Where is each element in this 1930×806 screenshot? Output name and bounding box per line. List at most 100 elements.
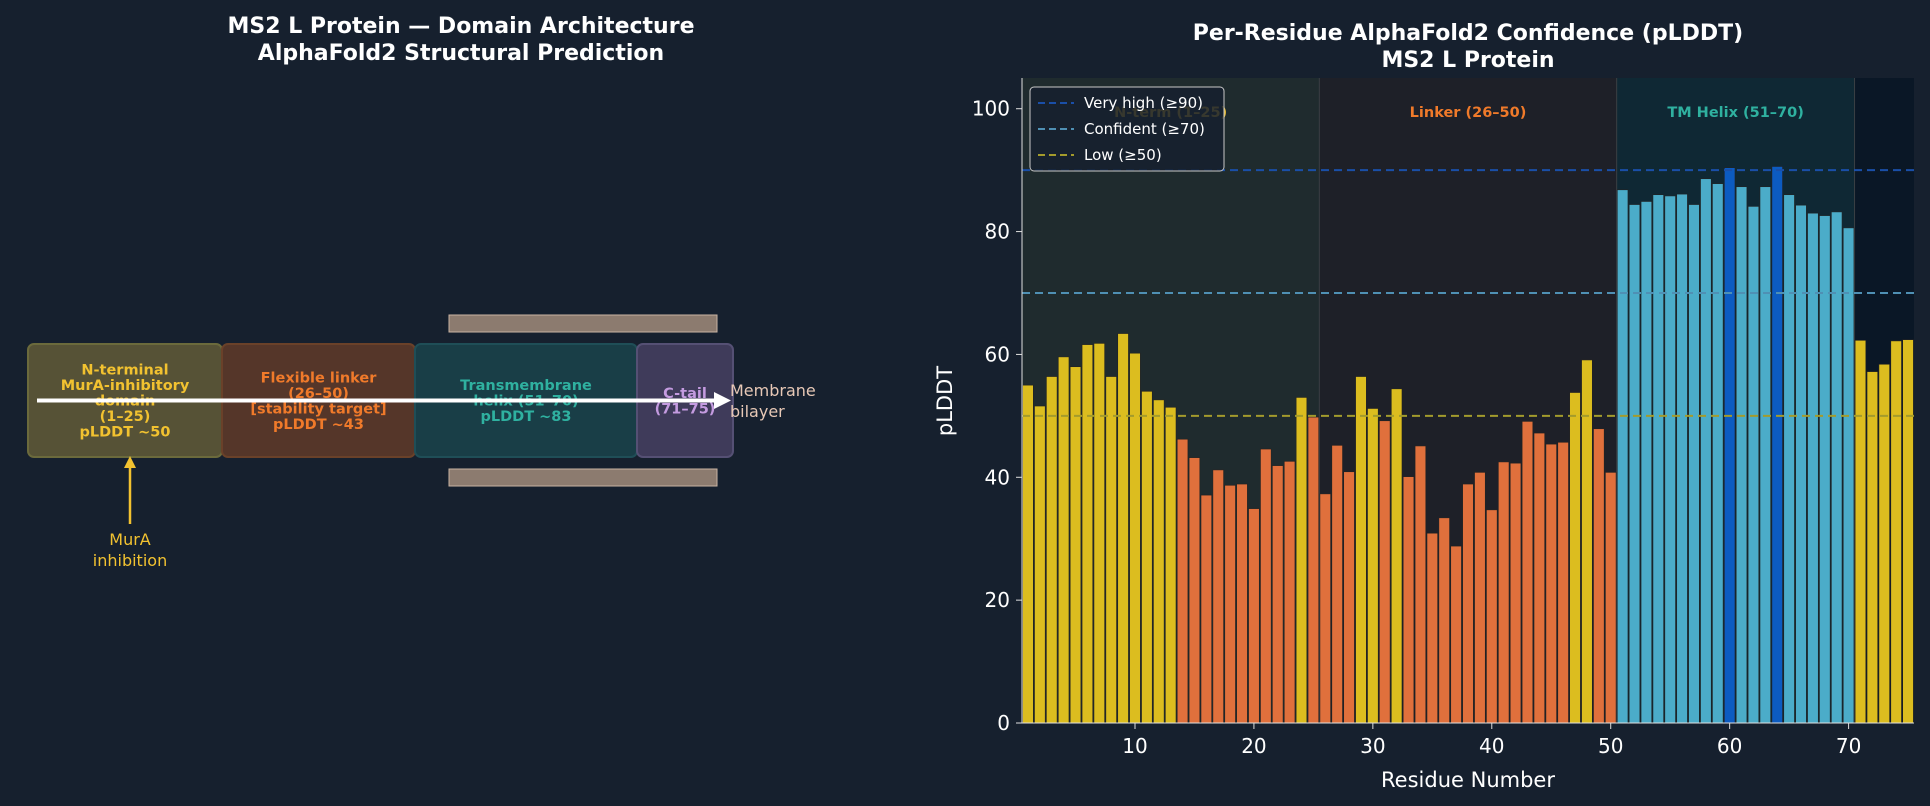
bar-residue-7: [1093, 343, 1105, 724]
bar-residue-46: [1557, 441, 1569, 724]
bar-residue-69: [1831, 211, 1843, 724]
bar-residue-8: [1105, 376, 1117, 724]
domain-1-label-line: N-terminal: [81, 363, 168, 379]
y-tick-label: 100: [972, 97, 1010, 121]
domain-4-label-line: (71–75): [655, 401, 716, 417]
bar-residue-39: [1474, 472, 1486, 724]
plot-area: N-term (1–25)Linker (26–50)TM Helix (51–…: [972, 78, 1914, 758]
x-axis-label: Residue Number: [1381, 768, 1555, 792]
bar-residue-15: [1188, 457, 1201, 724]
y-tick-label: 0: [997, 711, 1010, 735]
chart-title: Per-Residue AlphaFold2 Confidence (pLDDT…: [1193, 21, 1743, 46]
bar-residue-11: [1141, 390, 1153, 724]
bar-residue-73: [1878, 363, 1890, 724]
x-tick-label: 50: [1598, 734, 1623, 758]
bar-residue-49: [1593, 428, 1605, 724]
bar-residue-75: [1902, 339, 1914, 724]
bar-residue-68: [1819, 215, 1831, 724]
bar-residue-35: [1426, 532, 1438, 724]
domain-3-label-line: pLDDT ~83: [481, 409, 572, 425]
bar-residue-16: [1200, 494, 1212, 724]
legend-label-1: Very high (≥90): [1084, 94, 1203, 112]
bar-residue-18: [1224, 484, 1236, 724]
y-axis-label: pLDDT: [933, 366, 957, 436]
bar-residue-53: [1640, 201, 1653, 724]
bar-residue-52: [1628, 204, 1641, 724]
domain-1-label-line: (1–25): [100, 409, 151, 425]
x-ticks: 10 20 30 40 50 60 70: [1122, 723, 1861, 758]
bar-residue-58: [1700, 178, 1712, 724]
bar-residue-51: [1616, 189, 1629, 724]
bar-residue-24: [1295, 397, 1308, 724]
bar-residue-57: [1688, 204, 1700, 724]
domain-2-label-line: pLDDT ~43: [273, 417, 364, 433]
legend: Very high (≥90) Confident (≥70) Low (≥50): [1029, 86, 1225, 172]
bar-residue-40: [1486, 509, 1498, 724]
bar-residue-26: [1319, 493, 1331, 724]
mura-arrow: [124, 456, 136, 524]
bar-residue-9: [1117, 333, 1129, 724]
bar-residue-62: [1747, 206, 1760, 724]
right-panel: Per-Residue AlphaFold2 Confidence (pLDDT…: [933, 21, 1914, 792]
bar-residue-70: [1842, 227, 1855, 724]
bar-residue-72: [1866, 371, 1879, 724]
bar-residue-6: [1081, 344, 1094, 724]
y-ticks: 0 20 40 60 80 100: [972, 97, 1022, 735]
x-tick-label: 60: [1717, 734, 1742, 758]
bar-residue-44: [1533, 432, 1546, 724]
bar-residue-32: [1390, 388, 1403, 724]
legend-label-3: Low (≥50): [1084, 146, 1162, 164]
bar-residue-65: [1783, 194, 1795, 724]
x-tick-label: 20: [1241, 734, 1266, 758]
bar-residue-31: [1379, 420, 1391, 724]
left-title-line2: AlphaFold2 Structural Prediction: [258, 41, 664, 66]
y-tick-label: 80: [985, 220, 1010, 244]
bar-residue-25: [1307, 416, 1320, 724]
domain-2-label-line: (26–50): [288, 386, 349, 402]
bar-residue-43: [1521, 421, 1534, 724]
bar-residue-36: [1438, 517, 1450, 724]
bar-residue-67: [1807, 212, 1819, 724]
region-label-2: Linker (26–50): [1410, 105, 1527, 121]
bar-residue-2: [1034, 405, 1046, 724]
domain-2-label-line: Flexible linker: [261, 370, 378, 386]
bar-residue-50: [1605, 472, 1617, 724]
bar-residue-28: [1343, 471, 1355, 724]
bar-residue-59: [1712, 183, 1724, 724]
axis-arrow-head: [714, 392, 731, 409]
x-tick-label: 70: [1836, 734, 1861, 758]
bar-residue-14: [1176, 438, 1189, 724]
y-tick-label: 20: [985, 588, 1010, 612]
bar-residue-5: [1069, 366, 1082, 724]
mura-label-line2: inhibition: [93, 551, 167, 570]
chart-subtitle: MS2 L Protein: [1381, 48, 1554, 73]
domain-4-label-line: C-tail: [663, 386, 707, 402]
bar-residue-33: [1402, 476, 1415, 724]
membrane-bottom-layer: [448, 468, 718, 487]
bar-residue-41: [1498, 461, 1510, 724]
x-tick-label: 30: [1360, 734, 1385, 758]
bar-series: [1022, 166, 1914, 724]
bar-residue-37: [1450, 545, 1462, 724]
bar-residue-27: [1331, 445, 1343, 724]
domain-2-label-line: [stability target]: [250, 401, 386, 417]
bar-residue-34: [1414, 445, 1427, 724]
bar-residue-23: [1283, 461, 1296, 724]
y-tick-label: 60: [985, 342, 1010, 366]
bar-residue-63: [1759, 186, 1771, 724]
bar-residue-30: [1367, 408, 1379, 724]
bar-residue-22: [1272, 465, 1284, 724]
bar-residue-1: [1022, 384, 1034, 724]
region-label-3: TM Helix (51–70): [1667, 105, 1804, 121]
bar-residue-55: [1664, 195, 1676, 724]
bar-residue-13: [1165, 406, 1177, 724]
region-background-3: [1616, 78, 1855, 723]
bar-residue-74: [1890, 340, 1902, 724]
bar-residue-21: [1260, 448, 1272, 724]
left-panel: MS2 L Protein — Domain Architecture Alph…: [27, 14, 816, 570]
y-tick-label: 40: [985, 465, 1010, 489]
bar-residue-61: [1735, 186, 1748, 724]
bar-residue-4: [1057, 356, 1070, 724]
bar-residue-3: [1046, 376, 1058, 724]
domain-1-label-line: pLDDT ~50: [80, 425, 171, 441]
